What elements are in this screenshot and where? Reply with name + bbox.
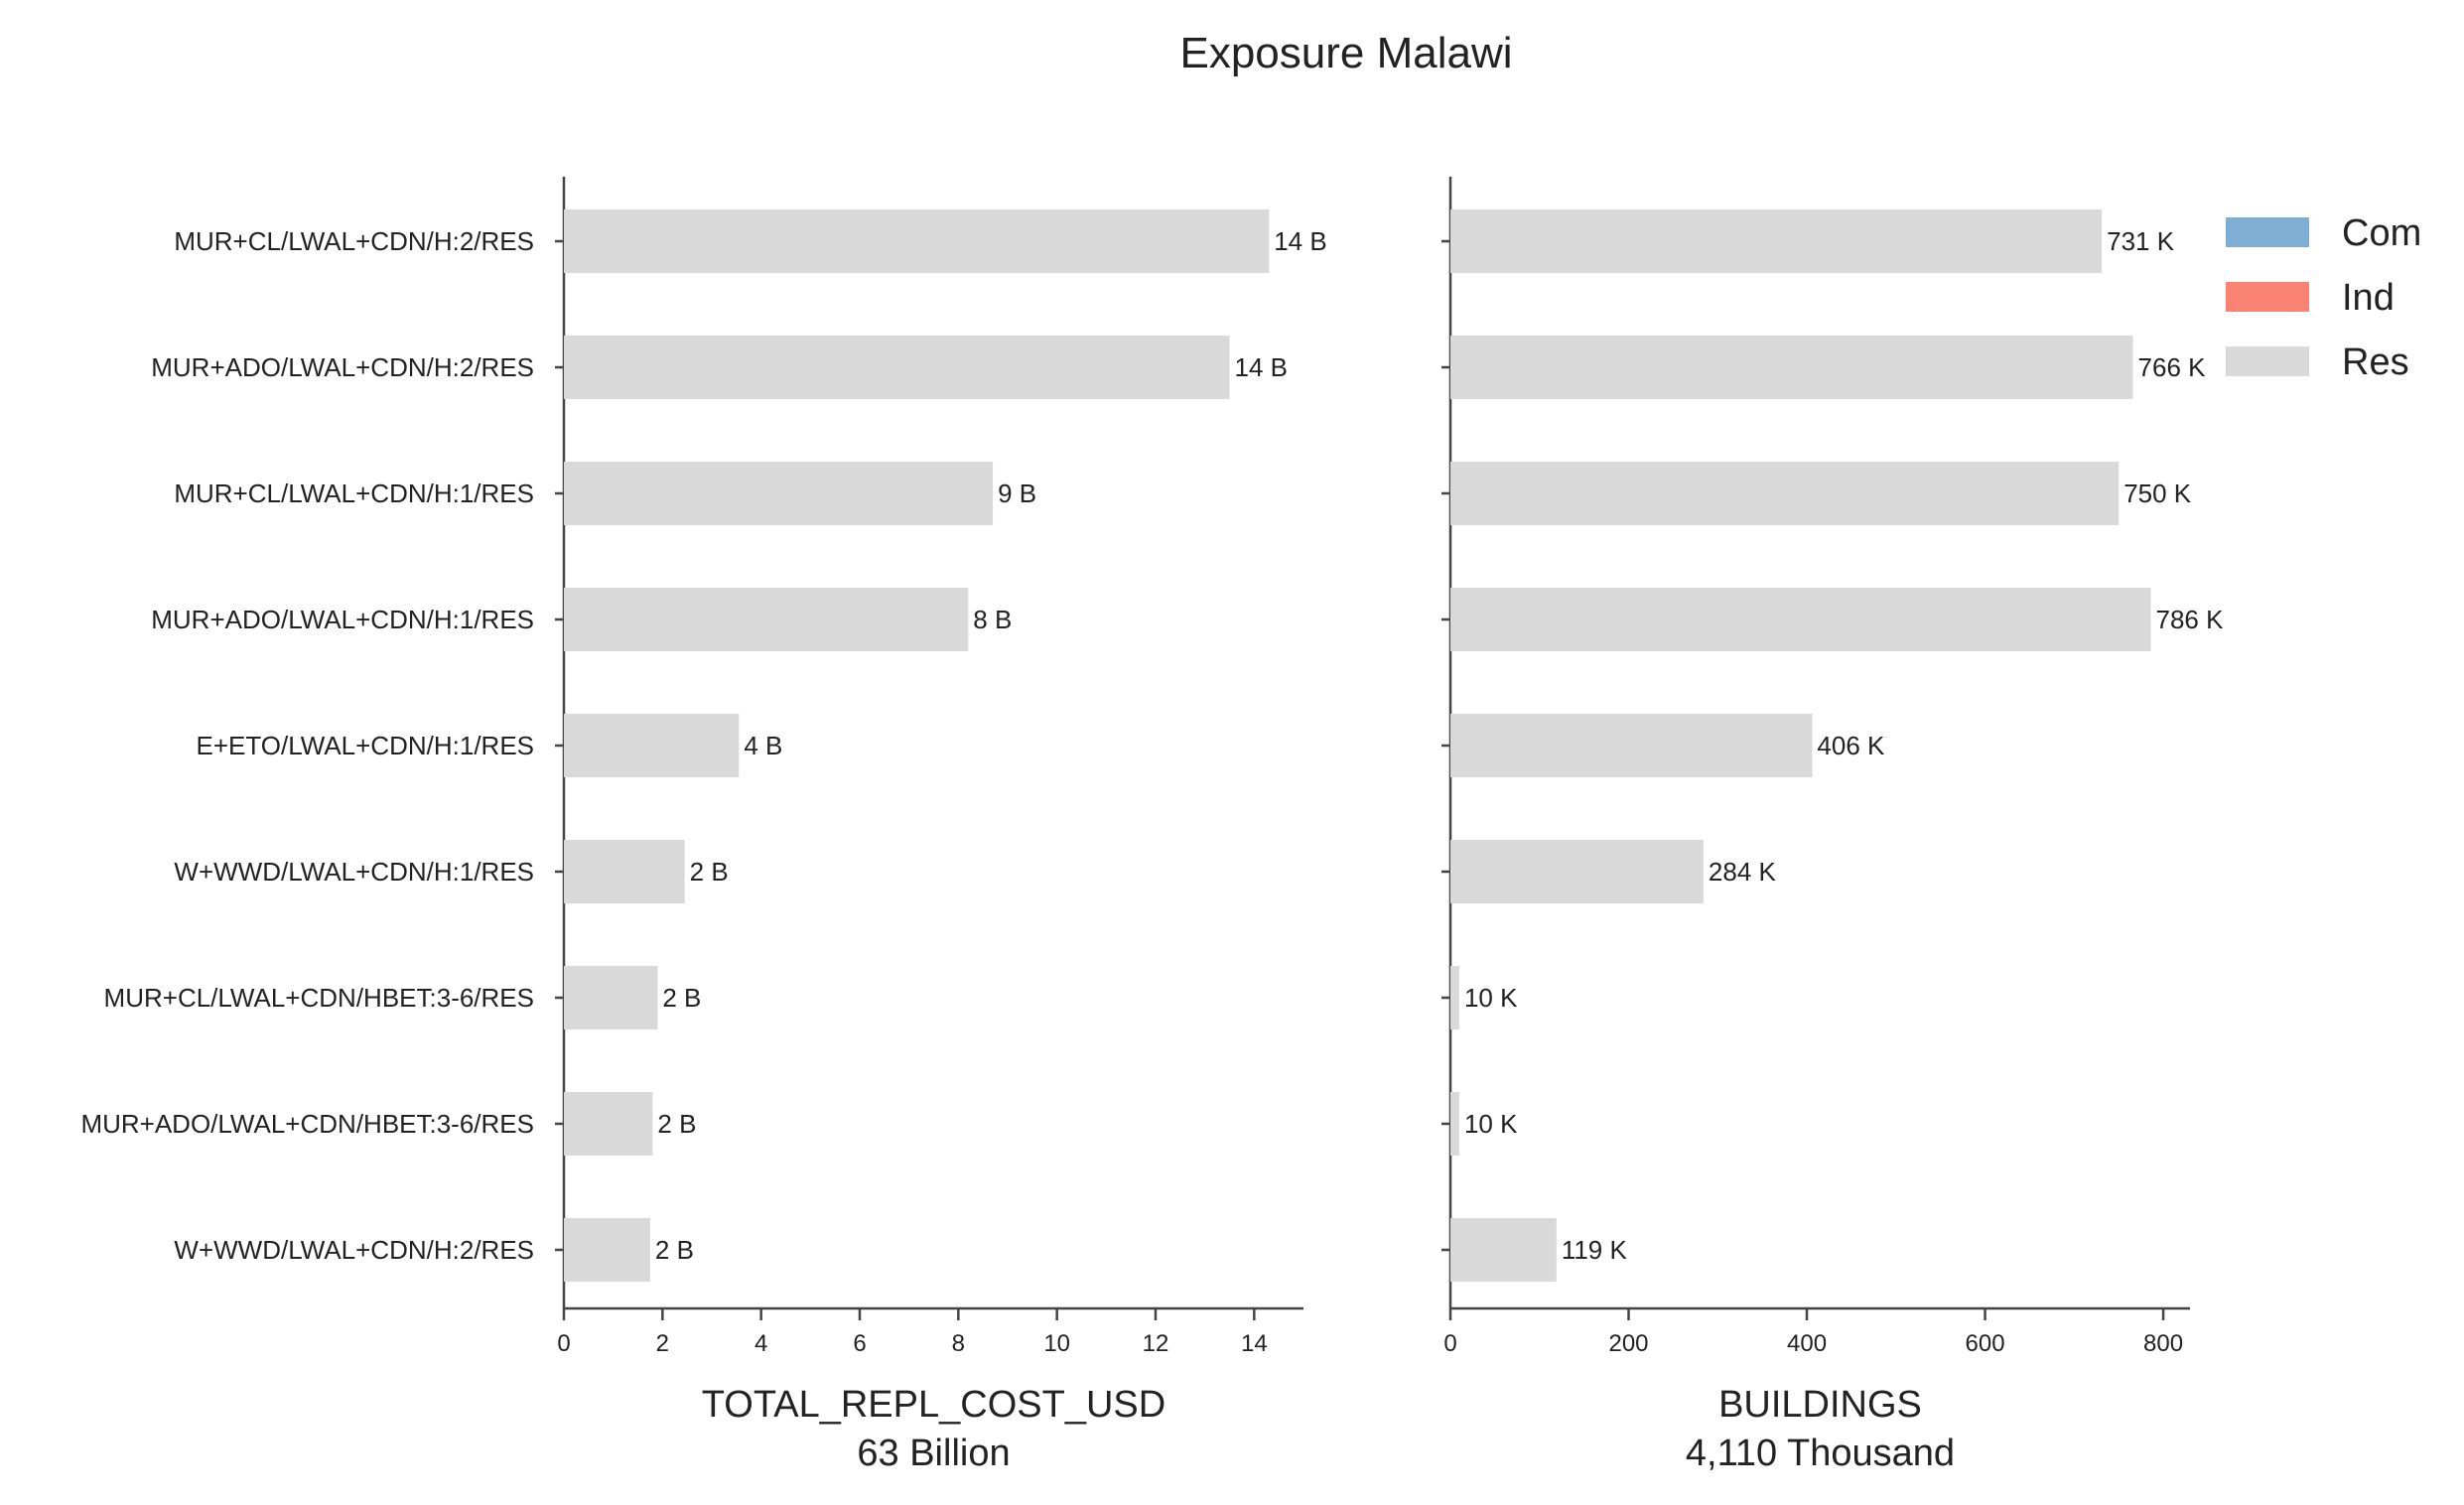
category-label: W+WWD/LWAL+CDN/H:2/RES bbox=[174, 1235, 534, 1265]
x-tick-label: 0 bbox=[1443, 1330, 1456, 1357]
bar-data-label: 14 B bbox=[1274, 226, 1327, 256]
legend-swatch bbox=[2226, 346, 2309, 376]
x-tick-label: 12 bbox=[1143, 1330, 1169, 1357]
category-label: MUR+CL/LWAL+CDN/H:2/RES bbox=[174, 226, 534, 256]
bar bbox=[564, 714, 740, 777]
category-label: MUR+ADO/LWAL+CDN/H:1/RES bbox=[151, 605, 534, 634]
x-tick-label: 200 bbox=[1608, 1330, 1648, 1357]
bar-data-label: 8 B bbox=[973, 605, 1012, 634]
bar bbox=[1450, 336, 2133, 399]
bar-data-label: 4 B bbox=[744, 731, 782, 760]
bar-data-label: 786 K bbox=[2156, 605, 2225, 634]
bar-data-label: 2 B bbox=[655, 1235, 694, 1265]
x-tick-label: 600 bbox=[1966, 1330, 2005, 1357]
legend-swatch bbox=[2226, 282, 2309, 312]
x-axis-subtitle: 63 Billion bbox=[857, 1433, 1010, 1474]
bar bbox=[1450, 966, 1459, 1029]
bar bbox=[564, 1092, 653, 1156]
x-tick-label: 8 bbox=[952, 1330, 965, 1357]
bar bbox=[564, 1218, 650, 1282]
bar bbox=[1450, 462, 2120, 525]
bar bbox=[1450, 1218, 1557, 1282]
bar bbox=[1450, 714, 1813, 777]
bar bbox=[564, 462, 994, 525]
x-axis-subtitle: 4,110 Thousand bbox=[1686, 1433, 1955, 1474]
bar-data-label: 750 K bbox=[2123, 479, 2192, 508]
x-tick-label: 0 bbox=[557, 1330, 570, 1357]
bar-data-label: 14 B bbox=[1235, 352, 1289, 382]
bar bbox=[564, 966, 658, 1029]
category-label: MUR+CL/LWAL+CDN/H:1/RES bbox=[174, 479, 534, 508]
x-tick-label: 400 bbox=[1787, 1330, 1827, 1357]
x-tick-label: 10 bbox=[1043, 1330, 1070, 1357]
x-tick-label: 14 bbox=[1241, 1330, 1268, 1357]
bar bbox=[1450, 588, 2151, 651]
bar-data-label: 10 K bbox=[1464, 983, 1518, 1013]
legend-swatch bbox=[2226, 217, 2309, 247]
x-axis-title: BUILDINGS bbox=[1718, 1384, 1922, 1426]
x-tick-label: 6 bbox=[853, 1330, 866, 1357]
legend-label: Ind bbox=[2342, 277, 2395, 319]
bar-data-label: 406 K bbox=[1817, 731, 1885, 760]
bar-data-label: 10 K bbox=[1464, 1109, 1518, 1139]
bar-data-label: 9 B bbox=[998, 479, 1036, 508]
category-label: MUR+ADO/LWAL+CDN/H:2/RES bbox=[151, 352, 534, 382]
bar bbox=[1450, 1092, 1459, 1156]
legend-label: Com bbox=[2342, 212, 2421, 254]
bar bbox=[1450, 209, 2103, 273]
bar-data-label: 2 B bbox=[662, 983, 701, 1013]
bar-data-label: 119 K bbox=[1562, 1235, 1628, 1265]
bar bbox=[564, 209, 1270, 273]
legend-label: Res bbox=[2342, 342, 2409, 383]
category-label: MUR+CL/LWAL+CDN/HBET:3-6/RES bbox=[104, 983, 534, 1013]
bar bbox=[1450, 840, 1704, 903]
bar-data-label: 2 B bbox=[657, 1109, 696, 1139]
x-tick-label: 2 bbox=[656, 1330, 669, 1357]
bar bbox=[564, 336, 1230, 399]
bar bbox=[564, 588, 969, 651]
x-axis-title: TOTAL_REPL_COST_USD bbox=[702, 1384, 1165, 1426]
bar-data-label: 284 K bbox=[1709, 857, 1777, 887]
category-label: E+ETO/LWAL+CDN/H:1/RES bbox=[196, 731, 534, 760]
category-label: MUR+ADO/LWAL+CDN/HBET:3-6/RES bbox=[80, 1109, 534, 1139]
bar-data-label: 766 K bbox=[2138, 352, 2207, 382]
x-tick-label: 4 bbox=[754, 1330, 767, 1357]
chart-title: Exposure Malawi bbox=[1179, 29, 1512, 77]
bar-data-label: 731 K bbox=[2107, 226, 2175, 256]
category-label: W+WWD/LWAL+CDN/H:1/RES bbox=[174, 857, 534, 887]
bar bbox=[564, 840, 685, 903]
x-tick-label: 800 bbox=[2143, 1330, 2183, 1357]
bar-data-label: 2 B bbox=[690, 857, 729, 887]
